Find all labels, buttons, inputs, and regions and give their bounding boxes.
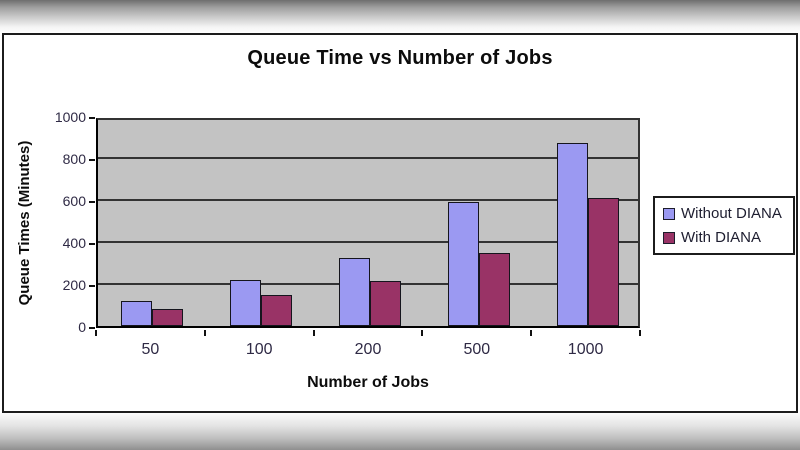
x-tick-mark bbox=[95, 330, 97, 336]
bar-without-diana-100 bbox=[230, 279, 262, 326]
x-tick-mark bbox=[203, 330, 206, 336]
bar-with-diana-100 bbox=[261, 294, 293, 326]
x-axis-title: Number of Jobs bbox=[307, 374, 429, 391]
legend-label: With DIANA bbox=[681, 229, 762, 246]
x-tick-mark bbox=[639, 330, 641, 336]
bar-with-diana-50 bbox=[152, 309, 184, 326]
y-tick-label: 1000 bbox=[54, 109, 86, 125]
y-tick-mark bbox=[89, 327, 95, 329]
y-tick-label: 800 bbox=[62, 151, 86, 167]
y-tick-mark bbox=[89, 117, 95, 119]
y-tick-mark bbox=[89, 243, 95, 245]
y-tick-label: 600 bbox=[62, 193, 86, 209]
y-tick-mark bbox=[89, 159, 95, 161]
x-tick-mark bbox=[530, 330, 533, 336]
chart-title: Queue Time vs Number of Jobs bbox=[247, 47, 553, 69]
y-tick-label: 0 bbox=[78, 319, 86, 335]
gridline bbox=[98, 157, 638, 159]
bar-without-diana-50 bbox=[121, 300, 153, 326]
y-tick-label: 200 bbox=[62, 277, 86, 293]
legend-swatch-icon bbox=[663, 207, 675, 220]
y-axis-title: Queue Times (Minutes) bbox=[16, 140, 33, 306]
bottom-gradient-band bbox=[0, 413, 800, 450]
top-gradient-band bbox=[0, 0, 800, 33]
bar-with-diana-1000 bbox=[587, 197, 619, 326]
y-tick-mark bbox=[89, 285, 95, 287]
y-tick-label: 400 bbox=[62, 235, 86, 251]
chart-panel: Queue Time vs Number of Jobs Queue Times… bbox=[2, 33, 798, 413]
x-tick-label: 1000 bbox=[567, 341, 604, 358]
bar-with-diana-500 bbox=[478, 252, 510, 326]
bar-without-diana-1000 bbox=[556, 143, 588, 326]
x-tick-mark bbox=[312, 330, 315, 336]
x-tick-label: 500 bbox=[463, 341, 491, 358]
plot-area bbox=[96, 118, 640, 328]
x-tick-label: 50 bbox=[141, 341, 160, 358]
bar-without-diana-200 bbox=[339, 257, 370, 326]
gridline bbox=[98, 199, 638, 201]
x-tick-label: 100 bbox=[245, 341, 273, 358]
legend-item: With DIANA bbox=[663, 229, 788, 246]
legend-label: Without DIANA bbox=[681, 205, 782, 222]
gridline bbox=[98, 241, 638, 243]
bar-with-diana-200 bbox=[370, 280, 401, 326]
y-tick-mark bbox=[89, 201, 95, 203]
x-tick-label: 200 bbox=[354, 341, 382, 358]
legend-item: Without DIANA bbox=[663, 205, 788, 222]
bar-without-diana-500 bbox=[447, 202, 479, 326]
legend-swatch-icon bbox=[663, 231, 675, 244]
legend: Without DIANA With DIANA bbox=[653, 196, 795, 255]
x-tick-mark bbox=[421, 330, 424, 336]
